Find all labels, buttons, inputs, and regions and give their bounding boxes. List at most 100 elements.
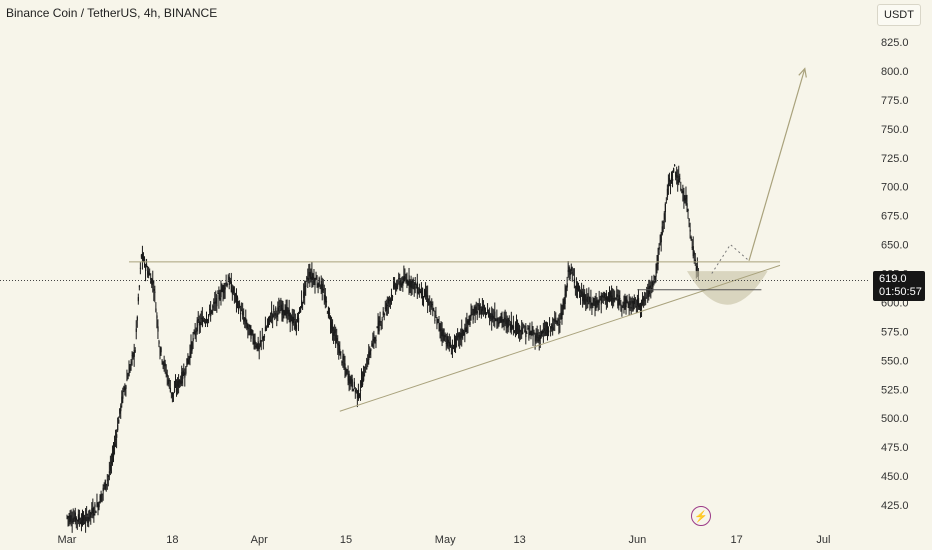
candle-body [390,294,393,297]
lightning-icon[interactable]: ⚡ [691,506,711,526]
candle-body [504,317,506,319]
candle-body [437,319,439,321]
candle-body [526,332,528,334]
candle-body [644,300,646,302]
candle-body [582,294,584,301]
candle-body [278,306,280,308]
candle-body [650,287,652,291]
candle-body [291,316,293,324]
candle-body [576,286,579,291]
candle-body [400,283,402,288]
candle-body [371,343,373,347]
candle-body [510,321,513,331]
candle-body [565,287,567,297]
candle-body [405,279,407,282]
candle-body [569,270,571,276]
candle-body [635,306,638,308]
candle-body [628,303,630,309]
candle-body [172,392,175,394]
candle-body [204,321,207,323]
candle-body [345,370,347,376]
candle-body [100,494,102,502]
candle-body [334,329,336,334]
candle-body [348,373,350,384]
candle-body [287,310,289,314]
candle-body [379,320,381,323]
candle-body [166,374,168,377]
candle-body [558,323,560,325]
candle-body [645,297,647,299]
candle-body [506,319,508,329]
candle-body [430,301,432,308]
candle-body [682,190,684,194]
candle-body [590,297,592,306]
candle-body [110,461,113,465]
candle-body [69,515,71,523]
candle-body [551,324,553,329]
candle-body [411,280,413,289]
currency-unit-button[interactable]: USDT [877,4,921,26]
candle-body [514,323,517,331]
x-tick-label: 18 [166,534,178,546]
candle-body [263,336,266,338]
candle-body [162,362,164,365]
candle-body [88,517,90,520]
candle-body [130,361,132,365]
candle-body [152,280,154,284]
candle-body [500,314,502,320]
candle-body [527,327,529,329]
candle-body [122,391,124,399]
candle-body [160,347,162,353]
candle-body [487,310,489,312]
y-tick-label: 675.0 [881,211,909,223]
candle-body [102,487,104,492]
candle-body [108,471,111,474]
candle-body [478,304,480,315]
time-axis[interactable]: Mar 18 Apr 15 May 13 Jun 17 Jul [58,534,831,546]
candle-body [483,306,486,310]
candle-body [481,306,484,312]
candle-body [333,331,335,336]
candle-body [98,503,100,508]
candle-body [471,314,473,316]
candle-body [141,253,144,260]
candle-body [222,286,224,293]
candle-body [169,387,172,392]
candle-body [592,298,594,303]
candle-body [468,318,470,322]
candle-body [311,271,313,280]
x-tick-label: 15 [340,534,352,546]
candle-body [241,309,243,311]
candle-body [137,297,139,302]
candle-body [94,504,96,507]
candle-body [199,321,201,326]
candle-body [663,213,665,220]
y-tick-label: 700.0 [881,182,909,194]
y-tick-label: 825.0 [881,37,909,49]
candle-body [306,277,308,280]
candle-body [686,203,688,208]
price-axis[interactable]: 425.0450.0475.0500.0525.0550.0575.0600.0… [881,37,909,512]
candle-body [543,328,546,331]
candle-body [461,329,463,339]
candle-body [531,328,533,332]
candle-body [610,292,612,297]
candle-body [562,308,564,315]
candle-body [595,300,597,309]
candle-body [522,332,524,334]
x-tick-label: Jul [816,534,830,546]
candle-body [575,284,578,290]
candle-body [315,277,317,280]
y-tick-label: 475.0 [881,442,909,454]
candle-body [688,218,690,222]
candle-body [82,514,84,522]
candle-body [601,295,603,298]
candle-body [154,291,156,293]
candle-body [367,359,369,365]
candle-body [667,183,670,187]
candle-body [572,274,575,276]
candle-body [269,315,271,319]
candle-body [124,387,126,391]
candle-body [346,370,348,372]
